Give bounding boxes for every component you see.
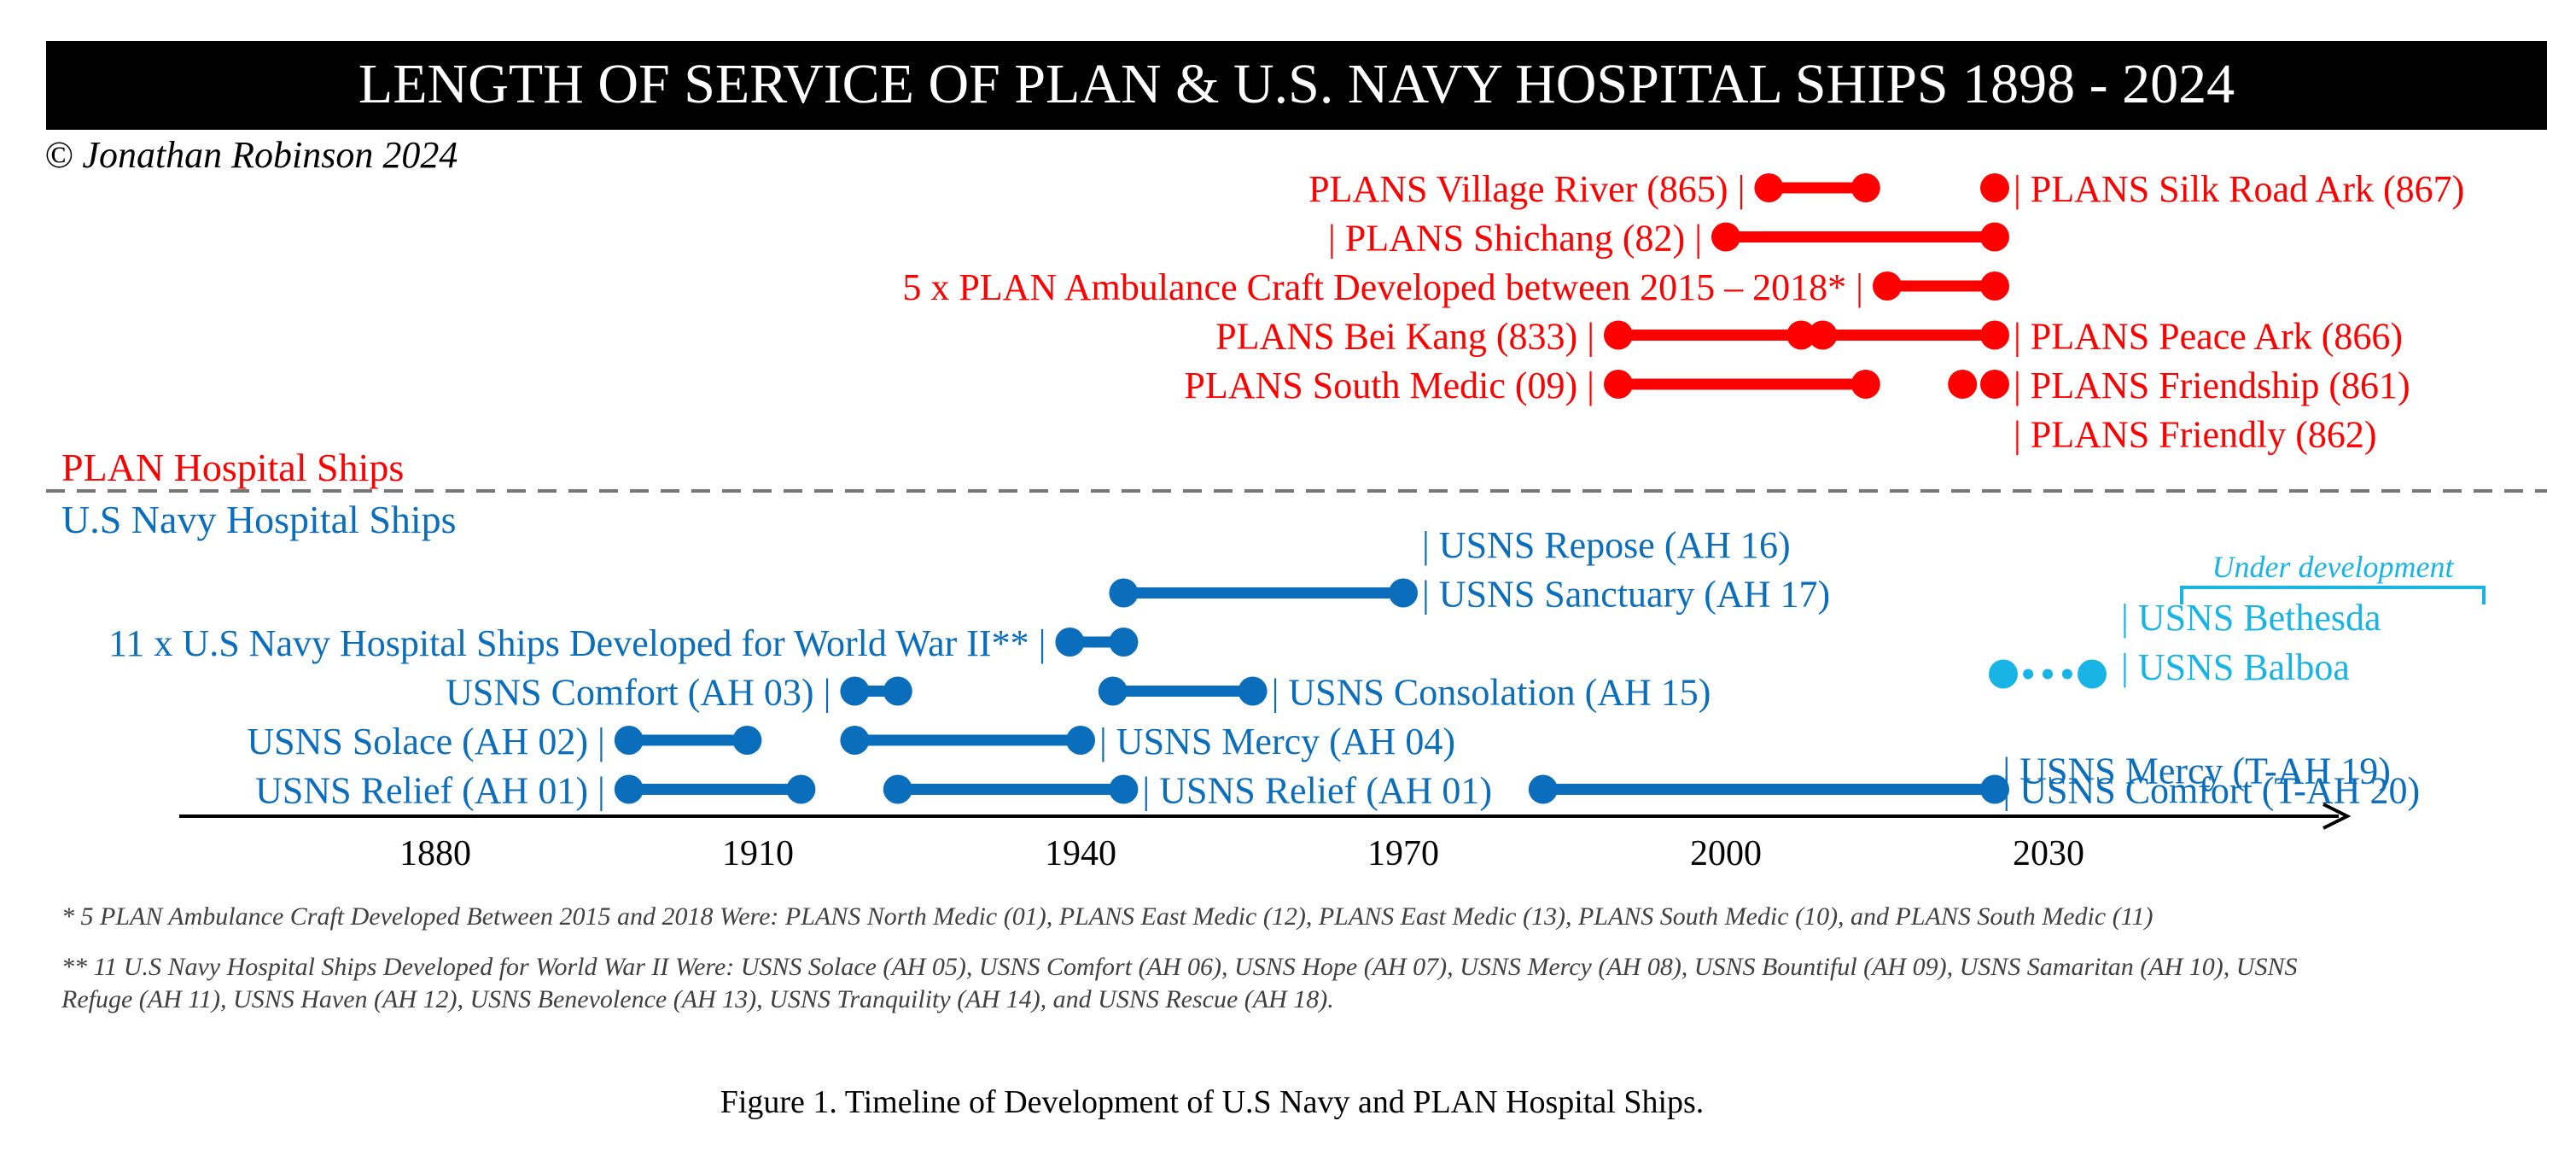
service-start-dot-plan-0 (1754, 173, 1784, 202)
development-end-dot (2078, 659, 2107, 689)
title-bar (46, 41, 2547, 130)
ship-label-right-10: | USNS Comfort (T-AH 20) (2002, 770, 2420, 812)
service-start-dot-usn-13 (1528, 774, 1558, 804)
chart-title: LENGTH OF SERVICE OF PLAN & U.S. NAVY HO… (358, 53, 2235, 115)
ship-label-right-12: | USNS Balboa (2121, 646, 2350, 688)
service-point-plan-3 (1948, 370, 1978, 399)
development-start-dot (1989, 659, 2018, 689)
service-start-dot-usn-10 (840, 726, 870, 755)
ship-label-left-7: USNS Solace (AH 02) | (247, 721, 604, 762)
x-tick-label-0: 1880 (399, 834, 471, 873)
service-end-dot-usn-7 (883, 676, 912, 706)
service-end-dot-plan-3 (1980, 320, 2009, 350)
ship-label-right-3: | PLANS Friendly (862) (2014, 414, 2377, 456)
x-axis-ticks: 1880 1910 1940 1970 2000 2030 (399, 834, 2084, 873)
x-tick-label-5: 2030 (2013, 834, 2084, 873)
service-start-dot-usn-8 (1098, 676, 1128, 706)
footnotes: * 5 PLAN Ambulance Craft Developed Betwe… (61, 902, 2297, 1013)
service-end-dot-usn-5 (1389, 578, 1418, 608)
ship-label-left-1: | PLANS Shichang (82) | (1328, 218, 1702, 260)
service-end-dot-usn-11 (786, 774, 816, 804)
x-tick-label-1: 1910 (722, 834, 794, 873)
footnote-usn-line-1: ** 11 U.S Navy Hospital Ships Developed … (61, 953, 2297, 981)
service-start-dot-usn-7 (840, 676, 870, 706)
footnote-usn-line-2: Refuge (AH 11), USNS Haven (AH 12), USNS… (61, 985, 1334, 1013)
footnote-plan: * 5 PLAN Ambulance Craft Developed Betwe… (61, 902, 2153, 931)
x-axis: 1880 1910 1940 1970 2000 2030 (179, 803, 2352, 873)
service-point-plan-0 (1980, 173, 2009, 202)
ship-label-left-3: PLANS Bei Kang (833) | (1215, 316, 1594, 358)
service-start-dot-usn-5 (1109, 578, 1139, 608)
ship-label-right-8: | USNS Relief (AH 01) (1142, 770, 1492, 812)
service-start-dot-usn-11 (614, 774, 644, 804)
x-tick-label-2: 1940 (1045, 834, 1116, 873)
development-dot-0 (2023, 668, 2034, 680)
copyright: © Jonathan Robinson 2024 (44, 134, 458, 176)
service-point-plan-2 (1808, 320, 1838, 350)
figure-caption: Figure 1. Timeline of Development of U.S… (720, 1084, 1705, 1120)
ship-label-left-6: USNS Comfort (AH 03) | (446, 672, 830, 714)
service-start-dot-plan-2 (1873, 271, 1902, 301)
x-axis-arrowhead (2322, 803, 2352, 830)
service-start-dot-plan-1 (1711, 222, 1740, 252)
service-end-dot-plan-0 (1850, 173, 1880, 202)
ship-label-right-9: | USNS Mercy (T-AH 19) (2002, 750, 2390, 792)
ship-label-right-4: | USNS Repose (AH 16) (1422, 524, 1791, 566)
chart-marks (614, 173, 2107, 804)
service-end-dot-plan-4 (1850, 370, 1880, 399)
ship-label-left-2: 5 x PLAN Ambulance Craft Developed betwe… (902, 266, 1863, 308)
bracket-label: Under development (2212, 550, 2455, 584)
ship-label-right-2: | PLANS Friendship (861) (2014, 365, 2410, 406)
service-end-dot-usn-9 (732, 726, 762, 755)
usn-group-label: U.S Navy Hospital Ships (61, 498, 457, 541)
chart-labels: PLANS Village River (865) | | PLANS Shich… (108, 168, 2464, 812)
service-end-dot-plan-2 (1980, 271, 2009, 301)
ship-label-left-0: PLANS Village River (865) | (1308, 168, 1745, 210)
plan-group-label: PLAN Hospital Ships (61, 446, 404, 489)
ship-label-left-5: 11 x U.S Navy Hospital Ships Developed f… (108, 622, 1046, 664)
ship-label-right-7: | USNS Mercy (AH 04) (1099, 721, 1455, 762)
x-tick-label-4: 2000 (1690, 834, 1762, 873)
service-start-dot-usn-9 (614, 726, 644, 755)
x-tick-label-3: 1970 (1367, 834, 1439, 873)
service-end-dot-usn-12 (1109, 774, 1139, 804)
ship-label-right-11: | USNS Bethesda (2121, 597, 2381, 639)
ship-label-left-4: PLANS South Medic (09) | (1184, 365, 1594, 406)
service-point-plan-1 (1786, 320, 1816, 350)
ship-label-right-6: | USNS Consolation (AH 15) (1272, 672, 1711, 714)
service-end-dot-plan-1 (1980, 222, 2009, 252)
service-start-dot-plan-3 (1604, 320, 1633, 350)
ship-label-left-8: USNS Relief (AH 01) | (255, 770, 605, 812)
service-end-dot-usn-13 (1980, 774, 2009, 804)
ship-label-right-1: | PLANS Peace Ark (866) (2014, 316, 2403, 358)
service-start-dot-plan-4 (1604, 370, 1633, 399)
ship-label-right-0: | PLANS Silk Road Ark (867) (2014, 168, 2464, 210)
service-start-dot-usn-12 (883, 774, 912, 804)
development-dot-2 (2061, 668, 2072, 680)
service-end-dot-usn-6 (1109, 628, 1139, 657)
bracket-shape (2180, 586, 2486, 604)
ship-label-right-5: | USNS Sanctuary (AH 17) (1422, 574, 1830, 616)
service-point-plan-4 (1980, 370, 2009, 399)
service-end-dot-usn-8 (1238, 676, 1268, 706)
development-dot-1 (2043, 668, 2053, 680)
service-start-dot-usn-6 (1055, 628, 1085, 657)
under-development-bracket: Under development (2180, 550, 2486, 604)
service-end-dot-usn-10 (1066, 726, 1095, 755)
